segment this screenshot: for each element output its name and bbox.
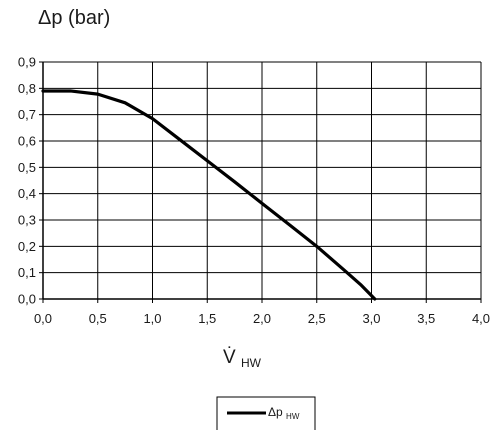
x-axis-title: V̇ HW <box>223 347 262 370</box>
legend-label-main: Δp <box>268 405 283 419</box>
y-tick-label: 0,1 <box>18 265 36 280</box>
x-tick-label: 3,0 <box>362 311 380 326</box>
y-tick-label: 0,2 <box>18 239 36 254</box>
series-line <box>41 89 377 301</box>
legend-label-sub: HW <box>286 412 300 421</box>
axes <box>42 62 481 300</box>
x-tick-label: 0,0 <box>34 311 52 326</box>
y-tick-label: 0,9 <box>18 55 36 70</box>
x-tick-label: 0,5 <box>89 311 107 326</box>
y-tick-label: 0,4 <box>18 186 36 201</box>
legend: Δp HW <box>216 396 316 432</box>
y-tick-label: 0,5 <box>18 160 36 175</box>
x-axis-title-sub: HW <box>241 356 262 370</box>
series-group <box>41 89 377 301</box>
x-tick-label: 1,5 <box>198 311 216 326</box>
y-axis-title: Δp (bar) <box>38 7 110 29</box>
x-tick-label: 2,0 <box>253 311 271 326</box>
x-tick-label: 2,5 <box>308 311 326 326</box>
x-tick-label: 3,5 <box>417 311 435 326</box>
legend-label: Δp HW <box>268 405 300 421</box>
y-tick-label: 0,7 <box>18 107 36 122</box>
y-tick-label: 0,0 <box>18 292 36 307</box>
x-axis-title-main: V̇ <box>223 347 236 368</box>
tick-labels: 0,0 0,5 1,0 1,5 2,0 2,5 3,0 3,5 4,0 0,0 0,1 0,2 0,3 0… <box>18 55 490 327</box>
y-tick-label: 0,3 <box>18 213 36 228</box>
y-tick-label: 0,8 <box>18 81 36 96</box>
x-tick-label: 1,0 <box>143 311 161 326</box>
y-tick-label: 0,6 <box>18 134 36 149</box>
x-tick-label: 4,0 <box>472 311 490 326</box>
